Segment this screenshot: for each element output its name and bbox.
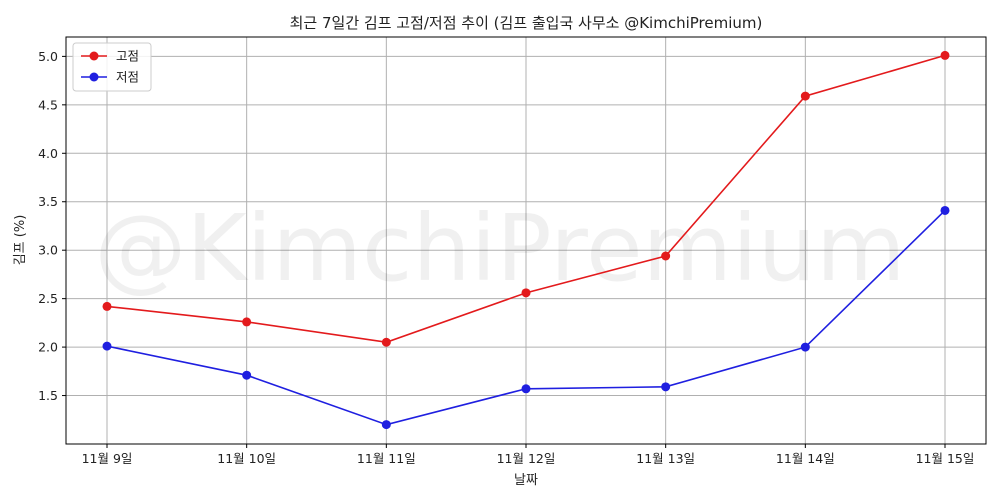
x-tick-label: 11월 14일: [776, 451, 835, 466]
series-2-point: [102, 341, 112, 351]
y-tick-label: 3.5: [38, 194, 58, 209]
legend-marker-1: [89, 51, 99, 61]
series-2-point: [242, 370, 252, 380]
y-tick-label: 2.5: [38, 291, 58, 306]
series-2-point: [800, 342, 810, 352]
x-tick-label: 11월 11일: [357, 451, 416, 466]
x-tick-label: 11월 10일: [217, 451, 276, 466]
series-2-point: [940, 205, 950, 215]
series-1-point: [800, 91, 810, 101]
x-axis-label: 날짜: [514, 473, 538, 488]
series-2-point: [661, 382, 671, 392]
series-1-point: [381, 337, 391, 347]
y-tick-label: 4.0: [38, 146, 58, 161]
y-tick-label: 3.0: [38, 243, 58, 258]
series-1-point: [521, 288, 531, 298]
axis-ticks: 11월 9일 11월 10일 11월 11일 11월 12일 11월 13일 11월 14…: [38, 49, 974, 466]
watermark-text: @KimchiPremium: [94, 195, 905, 302]
legend-box: [72, 42, 152, 92]
series-2-point: [381, 420, 391, 430]
y-tick-label: 1.5: [38, 388, 58, 403]
series-1-point: [102, 301, 112, 311]
y-axis-label: 김프 (%): [13, 215, 28, 266]
chart-title: 최근 7일간 김프 고점/저점 추이 (김프 출입국 사무소 @KimchiPr…: [290, 14, 763, 32]
series-1-point: [940, 50, 950, 60]
series-group: [102, 50, 950, 430]
x-tick-label: 11월 12일: [497, 451, 556, 466]
y-tick-label: 5.0: [38, 49, 58, 64]
x-tick-label: 11월 15일: [916, 451, 975, 466]
series-1-point: [242, 317, 252, 327]
x-tick-label: 11월 9일: [82, 451, 133, 466]
legend-marker-2: [89, 72, 99, 82]
y-tick-label: 4.5: [38, 97, 58, 112]
legend-label-1: 고점: [116, 49, 139, 64]
grid: [66, 37, 986, 444]
legend-label-2: 저점: [116, 70, 139, 85]
series-1-point: [661, 251, 671, 261]
y-tick-label: 2.0: [38, 340, 58, 355]
series-2-point: [521, 384, 531, 394]
x-tick-label: 11월 13일: [636, 451, 695, 466]
